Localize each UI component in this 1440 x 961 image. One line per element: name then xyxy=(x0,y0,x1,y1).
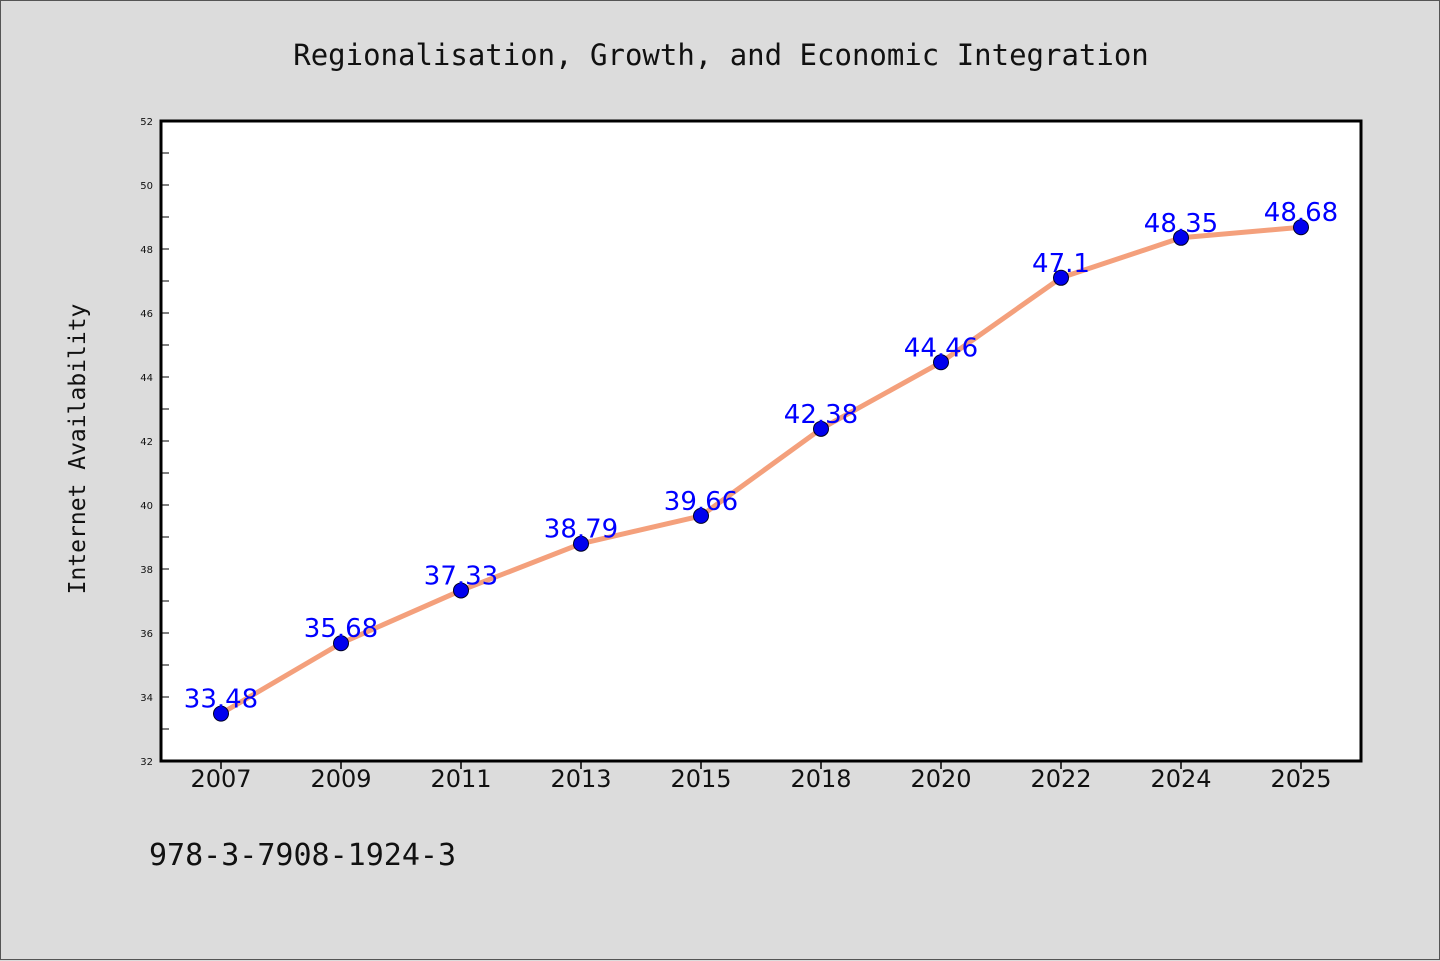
chart-marks: 32 34 36 38 40 42 44 46 48 50 52 2007 2009 2011 2013 20… xyxy=(140,117,1338,793)
y-tick-label: 50 xyxy=(140,181,153,192)
data-label: 37.33 xyxy=(424,561,498,591)
data-point xyxy=(573,535,589,552)
x-tick-label: 2013 xyxy=(550,765,611,793)
data-point xyxy=(1173,229,1189,246)
data-label: 47.1 xyxy=(1032,249,1090,279)
y-tick-label: 52 xyxy=(140,117,153,128)
y-tick-label: 42 xyxy=(140,437,153,448)
isbn-footer: 978-3-7908-1924-3 xyxy=(149,838,456,873)
x-tick-label: 2024 xyxy=(1150,765,1211,793)
plot-area xyxy=(161,121,1361,761)
data-point xyxy=(213,705,229,722)
y-tick-label: 44 xyxy=(140,373,153,384)
data-label: 48.68 xyxy=(1264,198,1338,228)
data-label: 44.46 xyxy=(904,333,978,363)
x-tick-label: 2022 xyxy=(1030,765,1091,793)
data-label: 38.79 xyxy=(544,515,618,545)
x-tick-label: 2020 xyxy=(910,765,971,793)
y-tick-label: 38 xyxy=(140,565,153,576)
plot-border xyxy=(159,119,1363,763)
data-label: 48.35 xyxy=(1144,209,1218,239)
data-label: 42.38 xyxy=(784,400,858,430)
data-label: 39.66 xyxy=(664,487,738,517)
data-label: 35.68 xyxy=(304,614,378,644)
chart-title: Regionalisation, Growth, and Economic In… xyxy=(293,38,1149,72)
y-axis-label: Internet Availability xyxy=(65,304,91,595)
data-point xyxy=(333,635,349,652)
x-tick-label: 2018 xyxy=(790,765,851,793)
data-point xyxy=(693,507,709,524)
y-tick-label: 40 xyxy=(140,501,153,512)
y-tick-label: 48 xyxy=(140,245,153,256)
x-tick-label: 2011 xyxy=(430,765,491,793)
data-point xyxy=(1053,269,1069,286)
y-tick-label: 46 xyxy=(140,309,153,320)
x-tick-label: 2007 xyxy=(190,765,251,793)
y-tick-label: 34 xyxy=(140,693,153,704)
x-tick-label: 2025 xyxy=(1270,765,1331,793)
data-label: 33.48 xyxy=(184,685,258,715)
data-point xyxy=(813,420,829,437)
data-point xyxy=(453,582,469,599)
series-line xyxy=(218,224,1304,717)
x-tick-label: 2015 xyxy=(670,765,731,793)
data-point xyxy=(1293,219,1309,236)
x-tick-label: 2009 xyxy=(310,765,371,793)
y-tick-label: 36 xyxy=(140,629,153,640)
data-point xyxy=(933,354,949,371)
y-tick-label: 32 xyxy=(140,757,153,768)
